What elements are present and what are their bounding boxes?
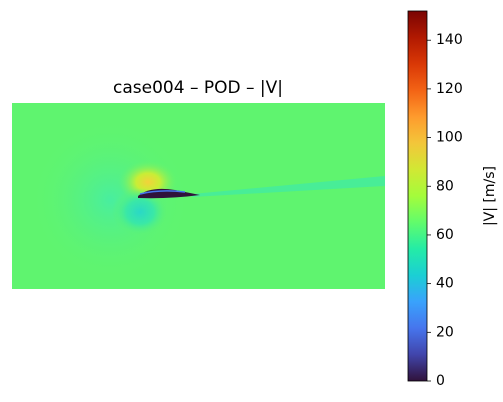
colorbar-tick-label: 80 <box>436 178 454 194</box>
chart-title: case004 – POD – |V| <box>113 78 283 98</box>
colorbar <box>407 10 428 382</box>
colorbar-tick-label: 140 <box>436 32 463 48</box>
colorbar-tick-label: 20 <box>436 324 454 340</box>
colorbar-label: |V| [m/s] <box>482 166 498 226</box>
colorbar-tick-label: 0 <box>436 373 445 389</box>
colorbar-tick-label: 60 <box>436 227 454 243</box>
colorbar-tick-label: 120 <box>436 81 463 97</box>
colorbar-tick-label: 40 <box>436 276 454 292</box>
field-image <box>12 103 385 289</box>
colorbar-tick-label: 100 <box>436 130 463 146</box>
